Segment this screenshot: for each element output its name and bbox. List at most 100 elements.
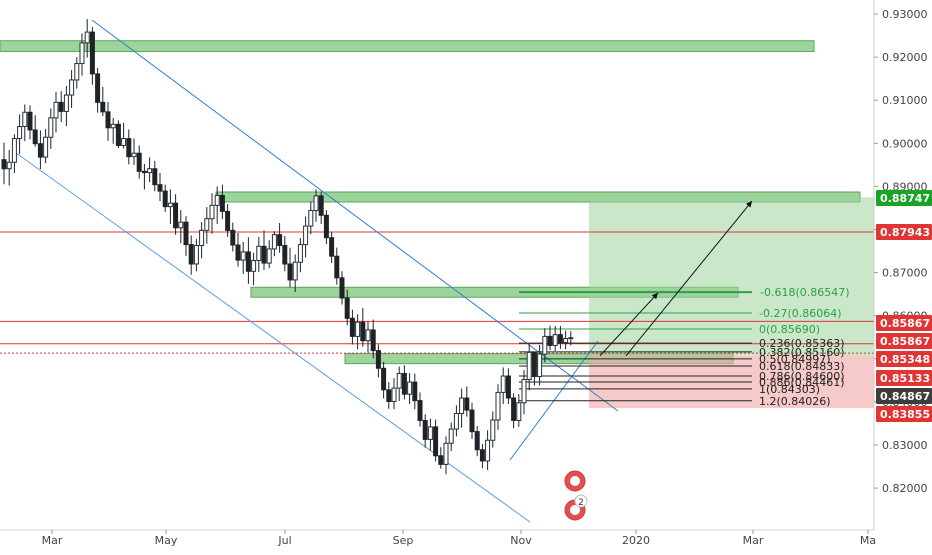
candle-body[interactable]: [365, 329, 371, 342]
candle-body[interactable]: [105, 111, 111, 129]
candle-body[interactable]: [516, 402, 522, 421]
candle-body[interactable]: [199, 229, 205, 246]
candle-body[interactable]: [318, 195, 324, 216]
candle-body[interactable]: [282, 244, 288, 265]
candle-body[interactable]: [557, 334, 563, 343]
candle-body[interactable]: [43, 136, 49, 158]
candle-body[interactable]: [433, 426, 439, 457]
candle-body[interactable]: [136, 152, 142, 172]
candle-body[interactable]: [27, 111, 33, 131]
price-tag[interactable]: [876, 224, 932, 240]
candle-body[interactable]: [17, 125, 23, 140]
candle-body[interactable]: [547, 335, 553, 346]
candle-body[interactable]: [479, 449, 485, 462]
candle-body[interactable]: [407, 381, 413, 395]
candle-body[interactable]: [89, 31, 95, 75]
candle-body[interactable]: [235, 244, 241, 261]
price-tag[interactable]: [876, 190, 932, 206]
candle-body[interactable]: [167, 202, 173, 208]
candle-body[interactable]: [370, 329, 376, 352]
candle-body[interactable]: [251, 260, 257, 272]
candle-body[interactable]: [568, 337, 574, 340]
candle-body[interactable]: [537, 353, 543, 377]
candle-body[interactable]: [178, 221, 184, 229]
candle-body[interactable]: [152, 168, 158, 186]
candle-body[interactable]: [355, 321, 361, 337]
candle-body[interactable]: [453, 413, 459, 430]
candle-body[interactable]: [183, 221, 189, 246]
candle-body[interactable]: [386, 389, 392, 402]
candle-body[interactable]: [334, 255, 340, 279]
candle-body[interactable]: [344, 297, 350, 319]
candle-body[interactable]: [412, 381, 418, 402]
candle-body[interactable]: [448, 428, 454, 444]
candle-body[interactable]: [349, 317, 355, 337]
candle-body[interactable]: [531, 351, 537, 377]
candle-body[interactable]: [542, 335, 548, 355]
candle-body[interactable]: [485, 439, 491, 462]
price-tag[interactable]: [876, 333, 932, 349]
price-tag[interactable]: [876, 406, 932, 422]
candle-body[interactable]: [360, 321, 366, 342]
candle-body[interactable]: [110, 123, 116, 129]
candle-body[interactable]: [271, 234, 277, 250]
candle-body[interactable]: [204, 218, 210, 231]
candle-body[interactable]: [427, 426, 433, 440]
candle-body[interactable]: [95, 73, 101, 103]
candle-body[interactable]: [147, 168, 153, 174]
candle-body[interactable]: [84, 31, 90, 44]
candle-body[interactable]: [422, 419, 428, 440]
candle-body[interactable]: [245, 251, 251, 272]
candle-body[interactable]: [115, 123, 121, 146]
candle-body[interactable]: [417, 400, 423, 421]
candle-body[interactable]: [11, 138, 17, 163]
candle-body[interactable]: [500, 375, 506, 393]
candle-body[interactable]: [505, 375, 511, 399]
projection-arrow[interactable]: [599, 292, 659, 357]
candle-body[interactable]: [37, 143, 43, 158]
candle-body[interactable]: [261, 245, 267, 264]
candle-body[interactable]: [188, 244, 194, 265]
candle-body[interactable]: [219, 194, 225, 212]
candle-body[interactable]: [563, 338, 569, 343]
price-tag[interactable]: [876, 388, 932, 404]
candle-body[interactable]: [214, 194, 220, 206]
candle-body[interactable]: [193, 244, 199, 265]
candle-body[interactable]: [74, 63, 80, 81]
candle-body[interactable]: [100, 101, 106, 113]
candle-body[interactable]: [438, 455, 444, 465]
candle-body[interactable]: [552, 334, 558, 346]
candle-body[interactable]: [401, 372, 407, 395]
candle-body[interactable]: [58, 101, 64, 112]
candle-body[interactable]: [131, 152, 137, 158]
candle-body[interactable]: [240, 251, 246, 261]
candle-body[interactable]: [464, 397, 470, 411]
candle-body[interactable]: [79, 42, 85, 65]
candle-body[interactable]: [526, 351, 532, 380]
candle-body[interactable]: [157, 184, 163, 192]
candle-body[interactable]: [490, 419, 496, 441]
candle-body[interactable]: [48, 117, 54, 138]
candle-body[interactable]: [381, 367, 387, 391]
candle-body[interactable]: [22, 111, 28, 127]
candle-body[interactable]: [511, 397, 517, 421]
candle-body[interactable]: [391, 387, 397, 402]
candle-body[interactable]: [1, 159, 7, 170]
candle-body[interactable]: [521, 378, 527, 404]
candle-body[interactable]: [162, 190, 168, 208]
candle-body[interactable]: [63, 94, 69, 112]
candle-body[interactable]: [308, 210, 314, 227]
candle-body[interactable]: [375, 350, 381, 369]
projection-arrow[interactable]: [625, 200, 753, 357]
candle-body[interactable]: [303, 225, 309, 246]
candle-body[interactable]: [329, 237, 335, 257]
zone-rect[interactable]: [0, 40, 815, 52]
candle-body[interactable]: [277, 234, 283, 246]
candle-body[interactable]: [474, 431, 480, 451]
candle-body[interactable]: [230, 229, 236, 246]
position-profit-zone[interactable]: [589, 197, 874, 356]
candle-body[interactable]: [256, 245, 262, 262]
candle-body[interactable]: [323, 214, 329, 239]
channel-upper-line[interactable]: [91, 19, 619, 412]
candle-body[interactable]: [209, 204, 215, 220]
